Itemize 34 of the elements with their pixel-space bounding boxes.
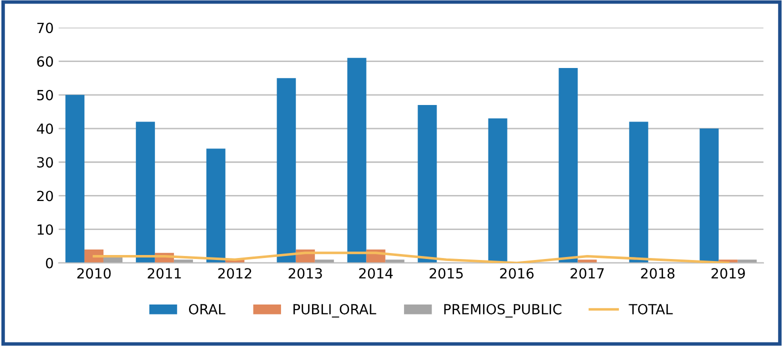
bar (488, 118, 508, 263)
x-tick-label: 2017 (570, 268, 604, 279)
y-tick-label: 30 (37, 157, 53, 168)
legend-label: ORAL (188, 304, 226, 314)
legend-label: PREMIOS_PUBLIC (444, 304, 562, 318)
legend-label: TOTAL (628, 304, 673, 314)
x-tick-label: 2015 (430, 268, 463, 279)
bar (558, 68, 578, 263)
bar (418, 104, 437, 263)
bar (65, 94, 84, 263)
legend-label: PUBLI_ORAL (294, 304, 376, 318)
x-tick-label: 2019 (712, 268, 745, 279)
x-tick-label: 2018 (641, 268, 674, 279)
x-tick-label: 2014 (359, 268, 393, 279)
x-tick-label: 2010 (77, 268, 111, 279)
line-series (92, 252, 730, 263)
y-tick-label: 10 (38, 224, 53, 235)
bar (206, 148, 226, 263)
bar (347, 58, 366, 263)
y-tick-label: 50 (37, 90, 53, 100)
x-tick-label: 2016 (500, 268, 534, 279)
bar (136, 122, 155, 263)
x-tick-label: 2013 (288, 268, 322, 279)
bar (700, 128, 719, 263)
y-tick-label: 40 (36, 123, 53, 134)
y-tick-label: 20 (37, 190, 53, 202)
x-tick-label: 2012 (218, 268, 252, 279)
bar (578, 260, 597, 263)
y-tick-label: 60 (37, 56, 53, 67)
y-tick-label: 0 (46, 258, 53, 268)
x-tick-label: 2011 (148, 268, 181, 279)
y-tick-label: 70 (37, 22, 53, 34)
bar (276, 78, 296, 263)
bar (629, 122, 648, 263)
